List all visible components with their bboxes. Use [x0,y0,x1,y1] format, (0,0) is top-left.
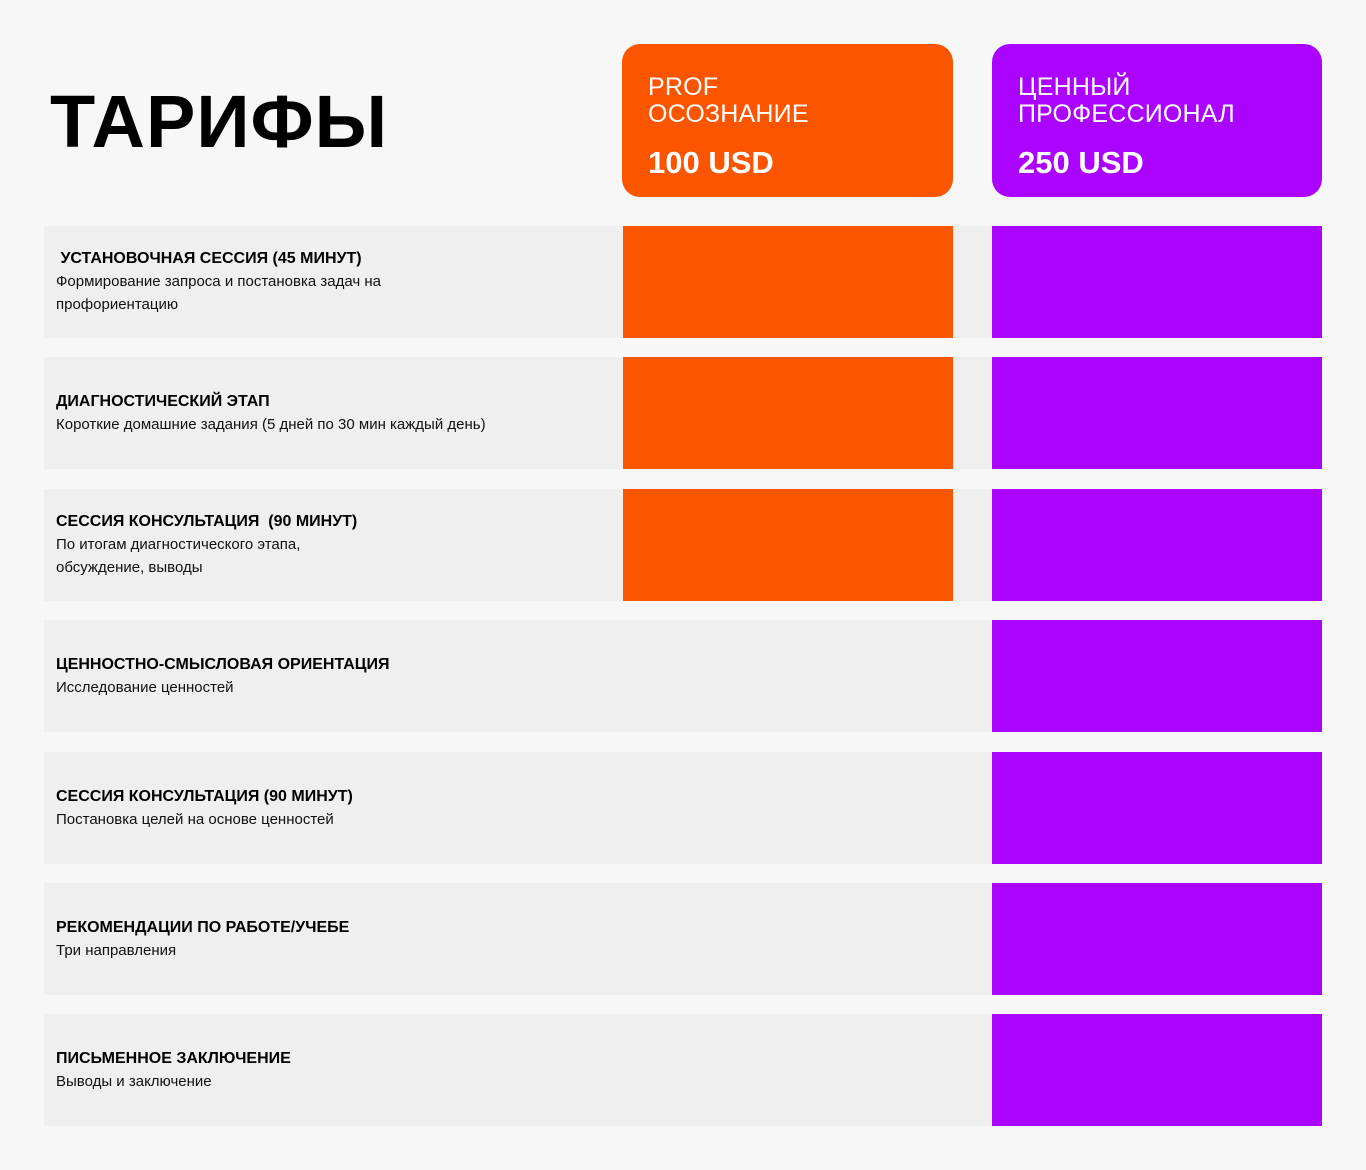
plan-2-included-marker [992,620,1322,732]
feature-description: Выводы и заключение [56,1072,212,1090]
plan-1-included-marker [623,357,953,469]
plan-card-valuable-professional[interactable]: ЦЕННЫЙ ПРОФЕССИОНАЛ 250 USD [992,44,1322,197]
feature-description: Короткие домашние задания (5 дней по 30 … [56,415,486,433]
feature-description: Три направления [56,941,177,959]
feature-title: ЦЕННОСТНО-СМЫСЛОВАЯ ОРИЕНТАЦИЯ [56,655,390,673]
plan-1-included-marker [623,489,953,601]
feature-row: РЕКОМЕНДАЦИИ ПО РАБОТЕ/УЧЕБЕ Три направл… [44,883,992,995]
plan-name: ЦЕННЫЙ ПРОФЕССИОНАЛ [1018,74,1296,128]
plan-2-included-marker [992,489,1322,601]
feature-description: Постановка целей на основе ценностей [56,810,334,828]
feature-title: ДИАГНОСТИЧЕСКИЙ ЭТАП [56,392,270,410]
plan-2-included-marker [992,1014,1322,1126]
feature-title: СЕССИЯ КОНСУЛЬТАЦИЯ (90 МИНУТ) [56,513,358,530]
plan-price: 100 USD [648,145,774,180]
plan-2-included-marker [992,357,1322,469]
feature-row: СЕССИЯ КОНСУЛЬТАЦИЯ (90 МИНУТ) Постановк… [44,752,992,864]
plan-1-included-marker [623,226,953,338]
feature-row: ПИСЬМЕННОЕ ЗАКЛЮЧЕНИЕ Выводы и заключени… [44,1014,992,1126]
plan-card-prof-awareness[interactable]: PROF ОСОЗНАНИЕ 100 USD [622,44,953,197]
feature-title: СЕССИЯ КОНСУЛЬТАЦИЯ (90 МИНУТ) [56,787,353,805]
feature-title: УСТАНОВОЧНАЯ СЕССИЯ (45 МИНУТ) [56,250,362,267]
plan-name-line-1: ЦЕННЫЙ [1018,73,1131,101]
plan-name-line-1: PROF [648,73,719,101]
feature-row: ЦЕННОСТНО-СМЫСЛОВАЯ ОРИЕНТАЦИЯ Исследова… [44,620,992,732]
feature-title: РЕКОМЕНДАЦИИ ПО РАБОТЕ/УЧЕБЕ [56,918,350,936]
plan-name-line-2: ОСОЗНАНИЕ [648,100,809,128]
feature-description: По итогам диагностического этапа, обсужд… [56,536,301,576]
feature-description: Формирование запроса и постановка задач … [56,273,381,313]
plan-2-included-marker [992,883,1322,995]
plan-price: 250 USD [1018,145,1144,180]
plan-2-included-marker [992,226,1322,338]
feature-description: Исследование ценностей [56,678,234,696]
plan-name: PROF ОСОЗНАНИЕ [648,74,927,128]
plan-2-included-marker [992,752,1322,864]
page-title: ТАРИФЫ [50,80,389,163]
plan-name-line-2: ПРОФЕССИОНАЛ [1018,100,1235,128]
feature-title: ПИСЬМЕННОЕ ЗАКЛЮЧЕНИЕ [56,1049,291,1067]
